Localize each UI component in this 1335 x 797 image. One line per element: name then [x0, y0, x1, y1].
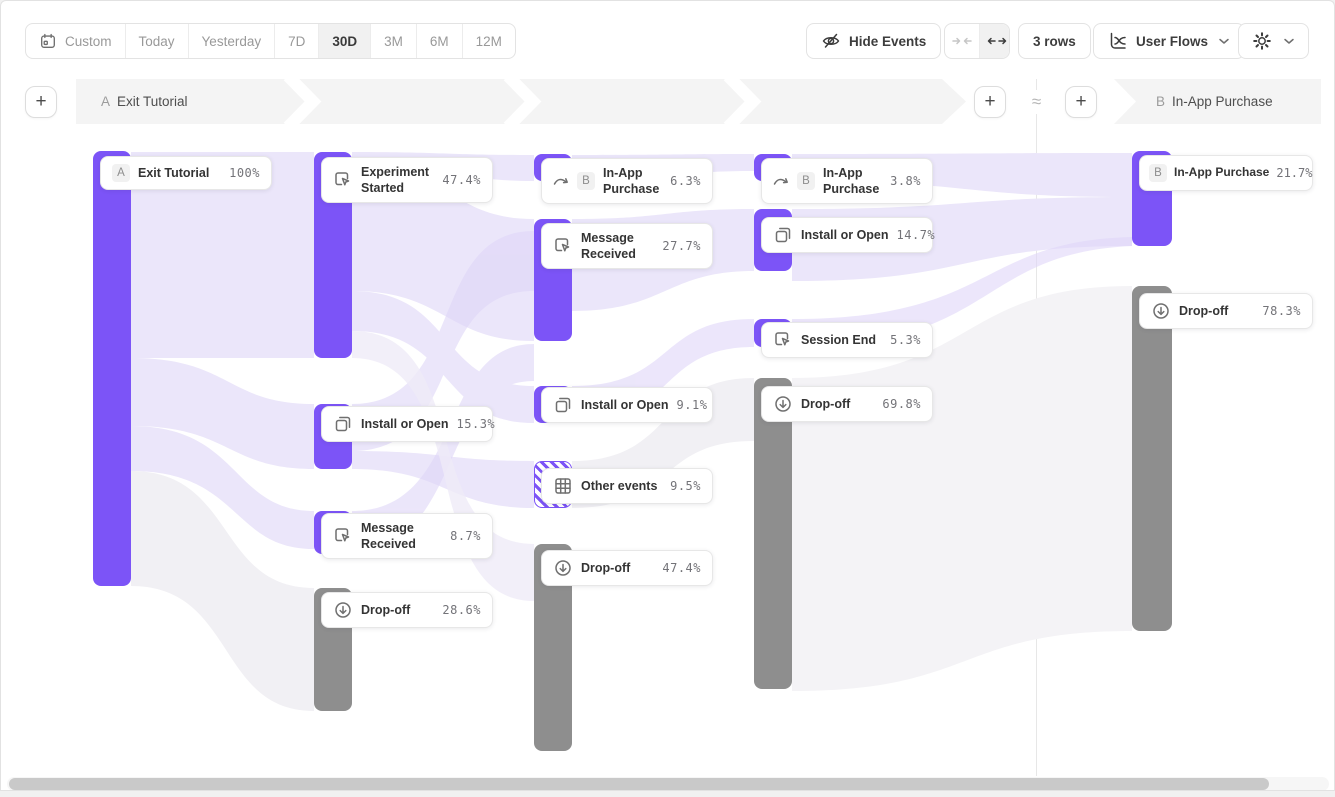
event-icon — [333, 170, 353, 190]
hide-events-button[interactable]: Hide Events — [806, 23, 942, 59]
calendar-icon — [39, 32, 57, 50]
date-range-custom[interactable]: Custom — [26, 24, 126, 58]
date-range-today[interactable]: Today — [126, 24, 189, 58]
goal-arrow-icon — [773, 174, 789, 188]
flow-node-dropoff-4[interactable]: Drop-off 69.8% — [761, 386, 933, 422]
user-flows-icon — [1108, 31, 1128, 51]
node-badge-b: B — [797, 172, 815, 190]
chevron-down-icon — [1283, 37, 1295, 45]
node-badge-a: A — [112, 164, 130, 182]
node-badge-b: B — [577, 172, 595, 190]
event-icon — [773, 330, 793, 350]
add-step-button-left[interactable]: + — [25, 86, 57, 118]
flow-node-experiment-started[interactable]: Experiment Started 47.4% — [321, 157, 493, 203]
section-a-badge: A — [101, 94, 111, 109]
flow-node-other-events-3[interactable]: Other events 9.5% — [541, 468, 713, 504]
event-icon — [333, 526, 353, 546]
window-bottom-strip — [0, 791, 1335, 797]
view-selector-label: User Flows — [1136, 33, 1209, 49]
expand-columns-button[interactable] — [980, 24, 1009, 58]
install-icon — [553, 395, 573, 415]
horizontal-scrollbar-thumb[interactable] — [9, 778, 1269, 790]
section-b-title: B In-App Purchase — [1156, 94, 1273, 109]
flow-node-install-or-open-4[interactable]: Install or Open 14.7% — [761, 217, 935, 253]
gear-icon — [1252, 31, 1272, 51]
hide-events-label: Hide Events — [849, 33, 927, 49]
grid-icon — [553, 476, 573, 496]
section-b-badge: B — [1156, 94, 1166, 109]
flow-node-inapp-purchase-3[interactable]: B In-App Purchase 6.3% — [541, 158, 713, 204]
flow-node-dropoff-3[interactable]: Drop-off 47.4% — [541, 550, 713, 586]
eye-off-icon — [821, 31, 841, 51]
flow-node-dropoff-2[interactable]: Drop-off 28.6% — [321, 592, 493, 628]
flow-bar-exit-tutorial[interactable] — [93, 151, 131, 586]
date-range-3m[interactable]: 3M — [371, 24, 417, 58]
date-range-30d[interactable]: 30D — [319, 24, 372, 58]
install-icon — [333, 414, 353, 434]
settings-button[interactable] — [1238, 23, 1309, 59]
flow-node-dropoff-b[interactable]: Drop-off 78.3% — [1139, 293, 1313, 329]
section-a-title: A Exit Tutorial — [101, 94, 188, 109]
date-range-label: Custom — [65, 33, 112, 49]
flow-bar-dropoff-4[interactable] — [754, 378, 792, 689]
date-range-6m[interactable]: 6M — [417, 24, 463, 58]
rows-label: 3 rows — [1033, 33, 1076, 49]
collapse-arrows-icon — [952, 34, 972, 48]
flow-node-install-or-open-2[interactable]: Install or Open 15.3% — [321, 406, 495, 442]
dropoff-icon — [553, 558, 573, 578]
event-icon — [553, 236, 573, 256]
section-a-band[interactable]: A Exit Tutorial — [76, 79, 966, 124]
dropoff-icon — [333, 600, 353, 620]
date-range-picker: Custom Today Yesterday 7D 30D 3M 6M 12M — [25, 23, 516, 59]
flow-node-inapp-purchase-4[interactable]: B In-App Purchase 3.8% — [761, 158, 933, 204]
flow-node-exit-tutorial[interactable]: A Exit Tutorial 100% — [100, 156, 272, 190]
approx-symbol: ≈ — [1023, 90, 1050, 114]
date-range-yesterday[interactable]: Yesterday — [189, 24, 276, 58]
date-range-12m[interactable]: 12M — [475, 33, 502, 49]
expand-arrows-icon — [987, 34, 1007, 48]
view-selector[interactable]: User Flows — [1093, 23, 1246, 59]
flow-bar-dropoff-b[interactable] — [1132, 286, 1172, 631]
collapse-columns-button[interactable] — [945, 24, 980, 58]
chevron-down-icon — [1218, 37, 1230, 45]
flow-node-session-end-4[interactable]: Session End 5.3% — [761, 322, 933, 358]
add-step-button-a-end[interactable]: + — [974, 86, 1006, 118]
dropoff-icon — [1151, 301, 1171, 321]
dropoff-icon — [773, 394, 793, 414]
section-b-band[interactable]: B In-App Purchase — [1114, 79, 1321, 124]
flow-node-message-received-3[interactable]: Message Received 27.7% — [541, 223, 713, 269]
flow-node-message-received-2[interactable]: Message Received 8.7% — [321, 513, 493, 559]
spacing-toggle — [944, 23, 1010, 59]
goal-arrow-icon — [553, 174, 569, 188]
node-badge-b: B — [1149, 164, 1167, 182]
horizontal-scrollbar-track[interactable] — [7, 777, 1329, 790]
add-step-button-b-start[interactable]: + — [1065, 86, 1097, 118]
flow-node-install-or-open-3[interactable]: Install or Open 9.1% — [541, 387, 713, 423]
band-chevron-separators — [283, 79, 762, 124]
flow-node-inapp-purchase-b[interactable]: B In-App Purchase 21.7% — [1139, 155, 1313, 191]
install-icon — [773, 225, 793, 245]
date-range-7d[interactable]: 7D — [275, 24, 320, 58]
rows-button[interactable]: 3 rows — [1018, 23, 1091, 59]
